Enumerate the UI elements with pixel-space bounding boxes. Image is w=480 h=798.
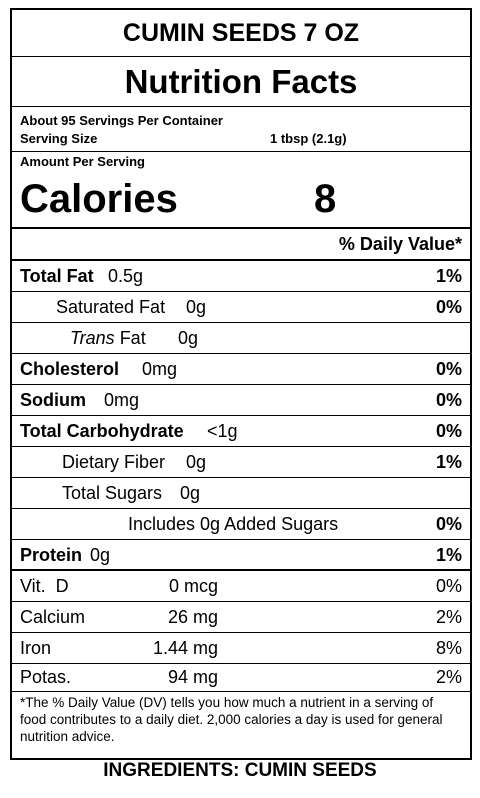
vitamin-name: Potas. xyxy=(20,667,72,687)
vitamin-row: Calcium 26 mg 2% xyxy=(12,602,470,633)
vitamin-amount: 94 mg xyxy=(167,667,218,687)
nutrient-name: Total Carbohydrate xyxy=(20,421,184,441)
nutrient-amount: 0mg xyxy=(142,359,178,379)
nutrient-dv: 0% xyxy=(435,514,462,534)
nutrient-name: Protein xyxy=(20,545,83,565)
vitamin-name: Vit. D xyxy=(20,576,69,596)
vitamin-amount: 1.44 mg xyxy=(152,638,218,658)
nutrient-row: Trans Fat 0g xyxy=(12,323,470,354)
footnote: *The % Daily Value (DV) tells you how mu… xyxy=(20,695,443,744)
nutrient-name: Includes 0g Added Sugars xyxy=(128,514,339,534)
nutrient-dv: 0% xyxy=(435,359,462,379)
nutrient-amount: 0mg xyxy=(104,390,140,410)
nutrient-name: Saturated Fat xyxy=(56,297,166,317)
nutrient-row: Total Carbohydrate <1g 0% xyxy=(12,416,470,447)
servings: About 95 Servings Per Container Serving … xyxy=(12,107,470,152)
nutrient-dv: 0% xyxy=(435,421,462,441)
nutrient-amount: 0g xyxy=(186,297,207,317)
nutrient-name: Total Fat xyxy=(20,266,94,286)
nutrient-row: Includes 0g Added Sugars 0% xyxy=(12,509,470,540)
servings-per-container: About 95 Servings Per Container xyxy=(20,113,223,128)
vitamin-name: Calcium xyxy=(20,607,86,627)
nutrient-dv: 1% xyxy=(435,266,462,286)
vitamin-amount: 26 mg xyxy=(167,607,218,627)
serving-size-label: Serving Size xyxy=(20,131,98,146)
vitamin-dv: 2% xyxy=(435,607,462,627)
vitamin-dv: 2% xyxy=(435,667,462,687)
product-name: CUMIN SEEDS 7 OZ xyxy=(12,10,470,57)
vitamin-row: Vit. D 0 mcg 0% xyxy=(12,571,470,602)
nutrient-name: Sodium xyxy=(20,390,86,410)
nutrient-dv: 0% xyxy=(435,297,462,317)
nutrient-row: Protein 0g 1% xyxy=(12,540,470,571)
nutrient-amount: 0g xyxy=(178,328,199,348)
nutrient-row: Cholesterol 0mg 0% xyxy=(12,354,470,385)
vitamin-dv: 0% xyxy=(435,576,462,596)
nutrient-name: Trans xyxy=(70,328,115,348)
nutrient-amount: 0.5g xyxy=(108,266,144,286)
nutrient-dv: 1% xyxy=(435,452,462,472)
nutrition-label: CUMIN SEEDS 7 OZ Nutrition Facts About 9… xyxy=(10,8,472,760)
nutrient-row: Sodium 0mg 0% xyxy=(12,385,470,416)
nutrient-row: Dietary Fiber 0g 1% xyxy=(12,447,470,478)
nutrient-dv: 0% xyxy=(435,390,462,410)
vitamin-dv: 8% xyxy=(435,638,462,658)
calories-value: 8 xyxy=(314,177,337,221)
nutrient-name: Cholesterol xyxy=(20,359,120,379)
nutrient-amount: <1g xyxy=(207,421,238,441)
serving-size-value: 1 tbsp (2.1g) xyxy=(270,131,347,146)
calories: Calories 8 xyxy=(12,169,470,229)
vitamin-name: Iron xyxy=(20,638,52,658)
nutrient-dv: 1% xyxy=(435,545,462,565)
nutrient-amount: 0g xyxy=(186,452,207,472)
nutrient-name: Dietary Fiber xyxy=(62,452,166,472)
amount-per-serving: Amount Per Serving xyxy=(20,154,145,169)
title: Nutrition Facts xyxy=(12,57,470,107)
calories-label: Calories xyxy=(20,177,178,221)
nutrient-amount: 0g xyxy=(90,545,111,565)
nutrient-row: Total Fat 0.5g 1% xyxy=(12,261,470,292)
vitamin-row: Potas. 94 mg 2% xyxy=(12,664,470,692)
nutrient-row: Saturated Fat 0g 0% xyxy=(12,292,470,323)
ingredients: INGREDIENTS: CUMIN SEEDS xyxy=(103,760,377,781)
daily-value-header: % Daily Value* xyxy=(12,229,470,261)
nutrient-rows: Total Fat 0.5g 1% Saturated Fat 0g 0% Trans Fat… xyxy=(12,261,470,692)
vitamin-row: Iron 1.44 mg 8% xyxy=(12,633,470,664)
nutrient-name: Fat xyxy=(119,328,146,348)
vitamin-amount: 0 mcg xyxy=(168,576,218,596)
nutrient-row: Total Sugars 0g xyxy=(12,478,470,509)
nutrient-amount: 0g xyxy=(180,483,201,503)
nutrient-name: Total Sugars xyxy=(62,483,163,503)
